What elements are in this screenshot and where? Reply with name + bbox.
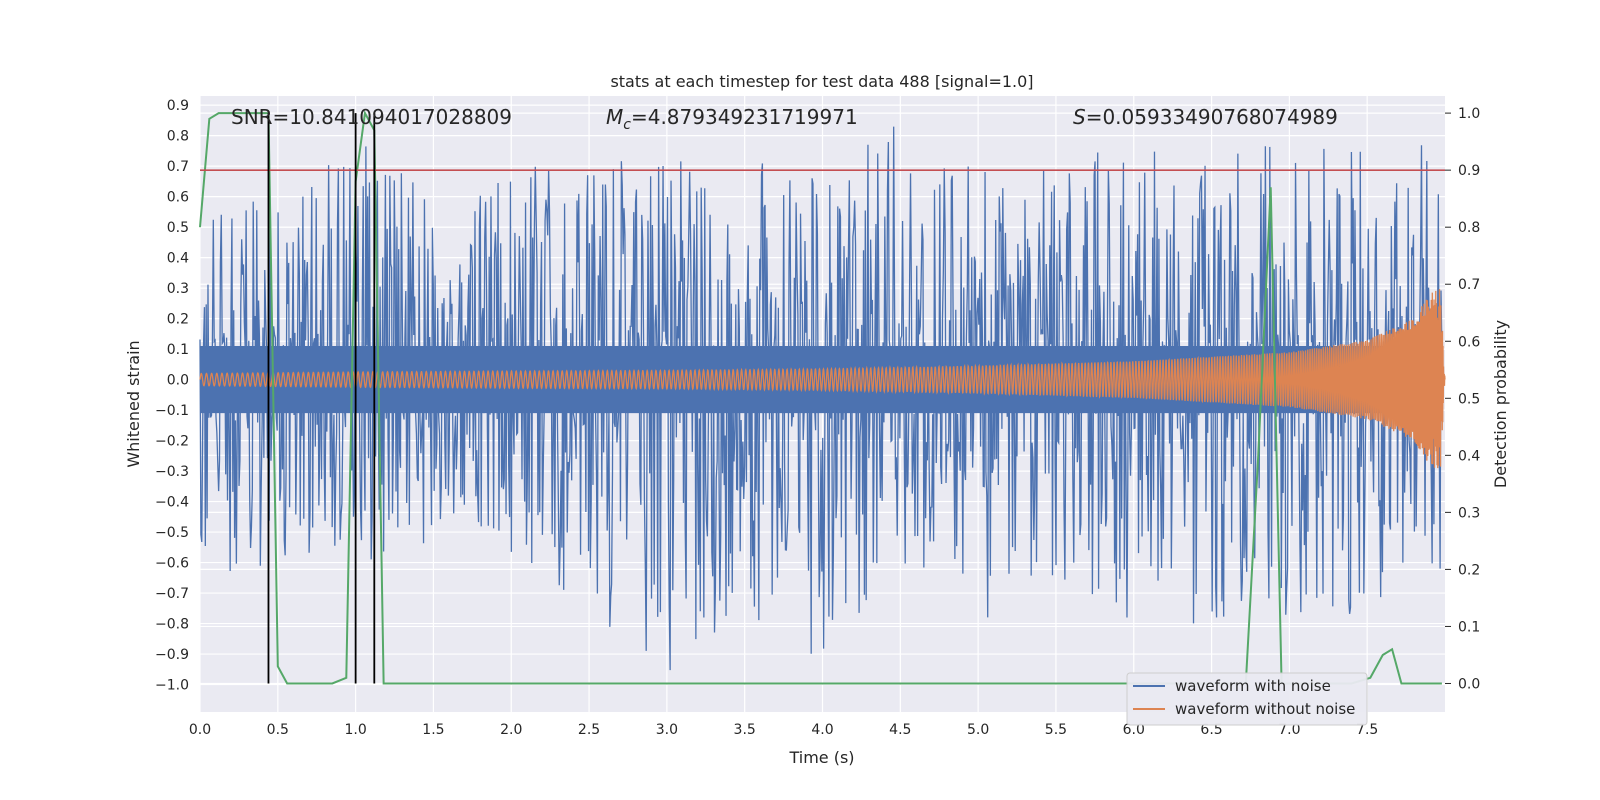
y-tick-label: −0.5 (155, 525, 189, 541)
x-tick-label: 2.5 (578, 722, 600, 738)
x-tick-label: 4.5 (889, 722, 911, 738)
x-tick-label: 4.0 (811, 722, 833, 738)
y2-tick-label: 0.3 (1458, 505, 1480, 521)
s-symbol: S (1073, 105, 1086, 129)
y-tick-label: 0.6 (167, 190, 189, 206)
y-tick-label: 0.1 (167, 342, 189, 358)
y-axis-label: Whitened strain (124, 340, 143, 467)
y-tick-label: 0.5 (167, 220, 189, 236)
y-tick-label: 0.4 (167, 251, 189, 267)
y2-tick-label: 0.7 (1458, 277, 1480, 293)
y-tick-label: −0.3 (155, 464, 189, 480)
vertical-markers (267, 113, 376, 684)
y2-tick-label: 0.5 (1458, 391, 1480, 407)
x-tick-label: 5.5 (1045, 722, 1067, 738)
x-tick-label: 7.0 (1278, 722, 1300, 738)
y-tick-label: 0.9 (167, 98, 189, 114)
x-tick-label: 2.0 (500, 722, 522, 738)
x-tick-label: 0.0 (189, 722, 211, 738)
y2-tick-labels: 1.0 0.9 0.8 0.7 0.6 0.5 0.4 0.3 0.2 0.1 0.0 (1445, 106, 1480, 692)
y-tick-label: 0.3 (167, 281, 189, 297)
y2-tick-label: 0.2 (1458, 562, 1480, 578)
chirp-mass-value: =4.879349231719971 (631, 105, 858, 129)
y-tick-label: 0.2 (167, 312, 189, 328)
y2-tick-label: 0.1 (1458, 619, 1480, 635)
y-tick-label: 0.0 (167, 373, 189, 389)
y-tick-label: −0.8 (155, 617, 189, 633)
snr-annotation: SNR=10.841094017028809 (231, 105, 512, 129)
y2-axis-label: Detection probability (1491, 320, 1510, 488)
s-value: =0.05933490768074989 (1086, 105, 1338, 129)
y2-tick-label: 1.0 (1458, 106, 1480, 122)
series-line-waveform-without-noise (199, 289, 1446, 469)
y-tick-label: −0.2 (155, 434, 189, 450)
y-tick-label: 0.7 (167, 159, 189, 175)
x-axis-label: Time (s) (788, 748, 854, 767)
y-tick-label: −0.4 (155, 495, 189, 511)
x-tick-label: 6.0 (1123, 722, 1145, 738)
y-tick-label: −0.6 (155, 556, 189, 572)
y2-tick-label: 0.8 (1458, 220, 1480, 236)
x-tick-label: 1.0 (344, 722, 366, 738)
x-tick-labels: 0.0 0.5 1.0 1.5 2.0 2.5 3.0 3.5 4.0 4.5 5.0 5.5 6.0 6… (189, 722, 1378, 738)
y2-tick-label: 0.9 (1458, 163, 1480, 179)
y-tick-label: −0.9 (155, 647, 189, 663)
x-tick-label: 3.5 (734, 722, 756, 738)
x-tick-label: 5.0 (967, 722, 989, 738)
x-tick-label: 3.0 (656, 722, 678, 738)
y-tick-label: −0.7 (155, 586, 189, 602)
x-tick-label: 0.5 (267, 722, 289, 738)
legend-box (1126, 672, 1368, 726)
y2-tick-label: 0.6 (1458, 334, 1480, 350)
y-tick-label: −1.0 (155, 678, 189, 694)
x-tick-label: 6.5 (1200, 722, 1222, 738)
chirp-mass-symbol: M (606, 105, 623, 129)
x-tick-label: 1.5 (422, 722, 444, 738)
series-line-waveform-with-noise (199, 126, 1443, 671)
x-tick-label: 7.5 (1356, 722, 1378, 738)
y-tick-label: 0.8 (167, 129, 189, 145)
s-annotation: S=0.05933490768074989 (1073, 105, 1338, 129)
legend-label-noise: waveform with noise (1175, 677, 1331, 695)
legend: waveform with noise waveform without noi… (1126, 672, 1368, 726)
y-tick-label: −0.1 (155, 403, 189, 419)
legend-label-clean: waveform without noise (1175, 700, 1355, 718)
y2-tick-label: 0.4 (1458, 448, 1480, 464)
y-tick-labels: 0.9 0.8 0.7 0.6 0.5 0.4 0.3 0.2 0.1 0.0 −0.1 −0.2 −0… (155, 98, 189, 693)
clean-waveform (199, 289, 1446, 469)
chirp-mass-subscript: c (623, 117, 631, 133)
y2-tick-label: 0.0 (1458, 676, 1480, 692)
chart-title: stats at each timestep for test data 488… (610, 72, 1033, 91)
chirp-mass-annotation: Mc=4.879349231719971 (606, 105, 858, 133)
